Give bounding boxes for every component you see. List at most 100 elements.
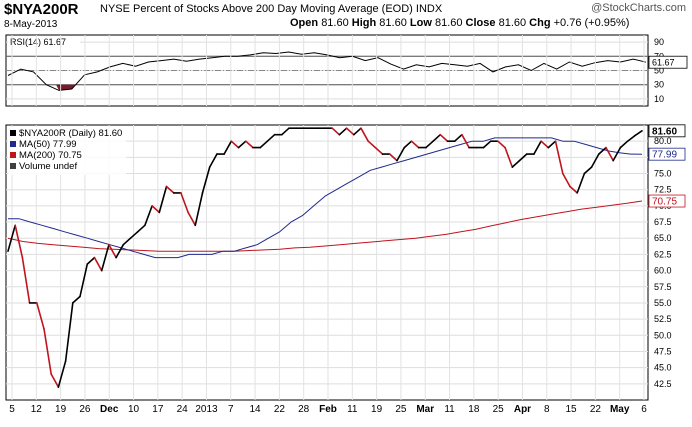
- chg-label: Chg: [529, 17, 551, 29]
- price-line-segment: [86, 256, 96, 265]
- price-tick-label: 80.0: [654, 136, 672, 146]
- price-line-segment: [108, 243, 117, 259]
- price-line-segment: [14, 224, 24, 259]
- price-line-segment: [57, 360, 67, 388]
- price-tick-label: 42.5: [654, 379, 672, 389]
- price-line-segment: [432, 133, 442, 142]
- chg-value: +0.76 (+0.95%): [553, 17, 630, 29]
- price-line-segment: [504, 146, 514, 168]
- rsi-tick-label: 10: [654, 94, 664, 104]
- x-tick-label: 28: [298, 404, 310, 415]
- rsi-tick-label: 50: [654, 66, 664, 76]
- x-tick-label: 11: [444, 404, 455, 415]
- price-line-segment: [266, 133, 276, 142]
- price-line-segment: [439, 133, 449, 142]
- price-line-segment: [115, 243, 125, 259]
- price-line-segment: [136, 224, 146, 233]
- close-value: 81.60: [498, 17, 527, 29]
- rsi-tick-label: 30: [654, 80, 664, 90]
- price-line-segment: [605, 146, 615, 162]
- price-line-segment: [100, 243, 110, 272]
- x-tick-label: Apr: [514, 404, 531, 415]
- legend-price-label: $NYA200R (Daily) 81.60: [19, 128, 122, 139]
- price-line-segment: [360, 127, 370, 142]
- price-line-segment: [533, 140, 542, 155]
- legend-volume-swatch: [10, 163, 16, 169]
- price-line-segment: [194, 192, 204, 227]
- x-tick-label: 6: [641, 404, 647, 415]
- x-tick-label: 26: [79, 404, 91, 415]
- x-tick-label: 22: [590, 404, 602, 415]
- price-line-segment: [223, 140, 233, 155]
- price-line-segment: [425, 140, 434, 149]
- price-line-segment: [245, 140, 254, 149]
- price-line-segment: [547, 140, 557, 149]
- price-line-segment: [93, 256, 103, 272]
- open-label: Open: [290, 17, 319, 29]
- x-tick-label: 22: [274, 404, 286, 415]
- price-line-segment: [122, 237, 132, 246]
- high-label: High: [351, 17, 377, 29]
- x-tick-label: 11: [347, 404, 358, 415]
- price-tick-label: 57.5: [654, 282, 672, 292]
- price-line-segment: [338, 127, 348, 136]
- close-label: Close: [465, 17, 496, 29]
- ma50-line: [8, 137, 643, 259]
- price-line-segment: [583, 166, 593, 175]
- price-tick-label: 75.0: [654, 169, 672, 179]
- price-line-segment: [158, 185, 168, 214]
- price-line-segment: [352, 127, 362, 136]
- legend-ma50-swatch: [10, 141, 16, 147]
- price-line-segment: [612, 146, 622, 162]
- price-line-segment: [597, 146, 607, 155]
- price-line-segment: [367, 140, 377, 149]
- rsi-line: [7, 51, 647, 91]
- x-tick-label: 5: [9, 404, 15, 415]
- price-last-value-label: 81.60: [652, 126, 677, 137]
- price-line-segment: [590, 153, 600, 168]
- low-value: 81.60: [434, 17, 463, 29]
- price-line-segment: [7, 224, 16, 252]
- x-tick-label: 10: [128, 404, 140, 415]
- price-line-segment: [201, 166, 211, 194]
- price-line-segment: [64, 302, 74, 363]
- price-line-segment: [345, 127, 355, 136]
- x-tick-label: 25: [493, 404, 505, 415]
- price-line-segment: [396, 146, 406, 162]
- x-tick-label: 17: [152, 404, 164, 415]
- price-tick-label: 52.5: [654, 314, 672, 324]
- x-tick-label: 12: [31, 404, 43, 415]
- ma50-last-value-label: 77.99: [652, 150, 677, 161]
- rsi-title: RSI(14) 61.67: [10, 37, 66, 47]
- price-line-segment: [410, 140, 420, 149]
- price-line-segment: [497, 140, 506, 149]
- price-line-segment: [569, 185, 579, 194]
- price-line-segment: [151, 205, 161, 214]
- legend-price-swatch: [10, 130, 16, 136]
- price-line-segment: [208, 153, 218, 168]
- price-line-segment: [165, 185, 175, 194]
- x-tick-label: May: [610, 404, 630, 415]
- price-line-segment: [144, 205, 153, 227]
- price-line-segment: [576, 172, 586, 194]
- x-tick-label: 18: [468, 404, 480, 415]
- price-tick-label: 62.5: [654, 249, 672, 259]
- symbol-description: NYSE Percent of Stocks Above 200 Day Mov…: [100, 3, 443, 15]
- price-line-segment: [461, 133, 470, 149]
- price-line-segment: [561, 172, 571, 188]
- price-tick-label: 60.0: [654, 266, 672, 276]
- x-tick-label: Dec: [100, 404, 119, 415]
- price-line-segment: [35, 302, 45, 330]
- price-tick-label: 45.0: [654, 363, 672, 373]
- price-tick-label: 67.5: [654, 217, 672, 227]
- x-tick-label: 25: [395, 404, 407, 415]
- price-line-segment: [388, 153, 398, 162]
- symbol-title: $NYA200R: [4, 1, 79, 18]
- price-line-segment: [511, 159, 521, 168]
- price-line-segment: [403, 140, 413, 149]
- price-tick-label: 50.0: [654, 330, 672, 340]
- x-tick-label: 2013: [195, 404, 218, 415]
- price-line-segment: [72, 295, 81, 304]
- price-tick-label: 55.0: [654, 298, 672, 308]
- price-line-segment: [518, 153, 528, 162]
